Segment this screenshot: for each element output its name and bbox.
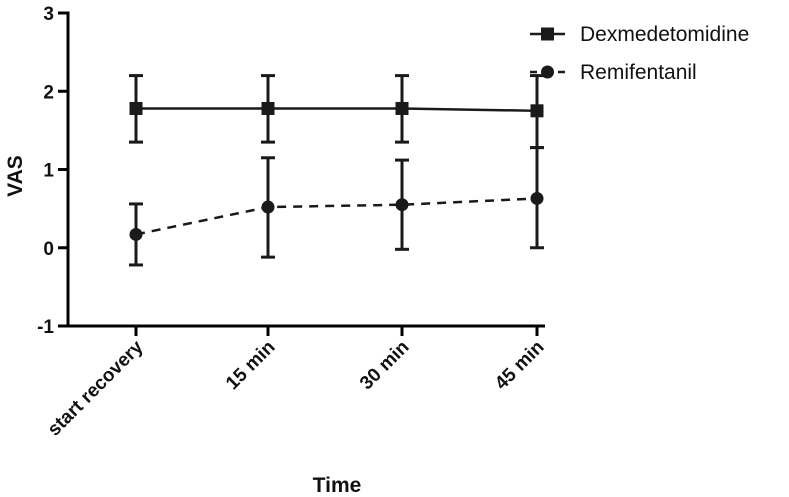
x-tick-label: 15 min (222, 337, 279, 394)
legend-item: Remifentanil (530, 61, 697, 84)
x-axis-title: Time (313, 474, 362, 497)
x-ticks: start recovery 15 min 30 min 45 min (44, 326, 549, 440)
y-tick-label: 0 (43, 239, 54, 260)
x-tick-label: 30 min (356, 337, 413, 394)
series-line (136, 107, 538, 113)
y-tick-label: 3 (43, 4, 54, 25)
plot-area: -1 0 1 2 3 start recovery 15 min 30 min 45 min (37, 4, 548, 440)
data-point-circle (261, 200, 275, 214)
data-point-circle (129, 227, 143, 241)
x-tick-label: 45 min (491, 337, 548, 394)
legend-label: Remifentanil (580, 61, 697, 84)
series-layer (129, 74, 544, 267)
legend: Dexmedetomidine Remifentanil (530, 23, 749, 84)
y-tick-label: 1 (43, 161, 54, 182)
data-point-square (261, 101, 275, 115)
legend-label: Dexmedetomidine (580, 23, 749, 46)
y-ticks: -1 0 1 2 3 (37, 4, 68, 338)
y-tick-label: -1 (37, 317, 54, 338)
data-point-square (395, 101, 409, 115)
data-point-square (530, 104, 544, 118)
legend-marker-square (541, 27, 554, 41)
series-remifentanil (129, 146, 544, 267)
legend-marker-circle (541, 65, 554, 79)
y-axis-title: VAS (4, 155, 27, 197)
series-dexmedetomidine (129, 74, 544, 150)
y-tick-label: 2 (43, 82, 54, 103)
data-point-square (129, 101, 143, 115)
data-point-circle (395, 198, 409, 212)
x-tick-label: start recovery (44, 336, 148, 440)
data-point-circle (530, 191, 544, 205)
series-line (135, 197, 538, 236)
legend-item: Dexmedetomidine (530, 23, 749, 46)
